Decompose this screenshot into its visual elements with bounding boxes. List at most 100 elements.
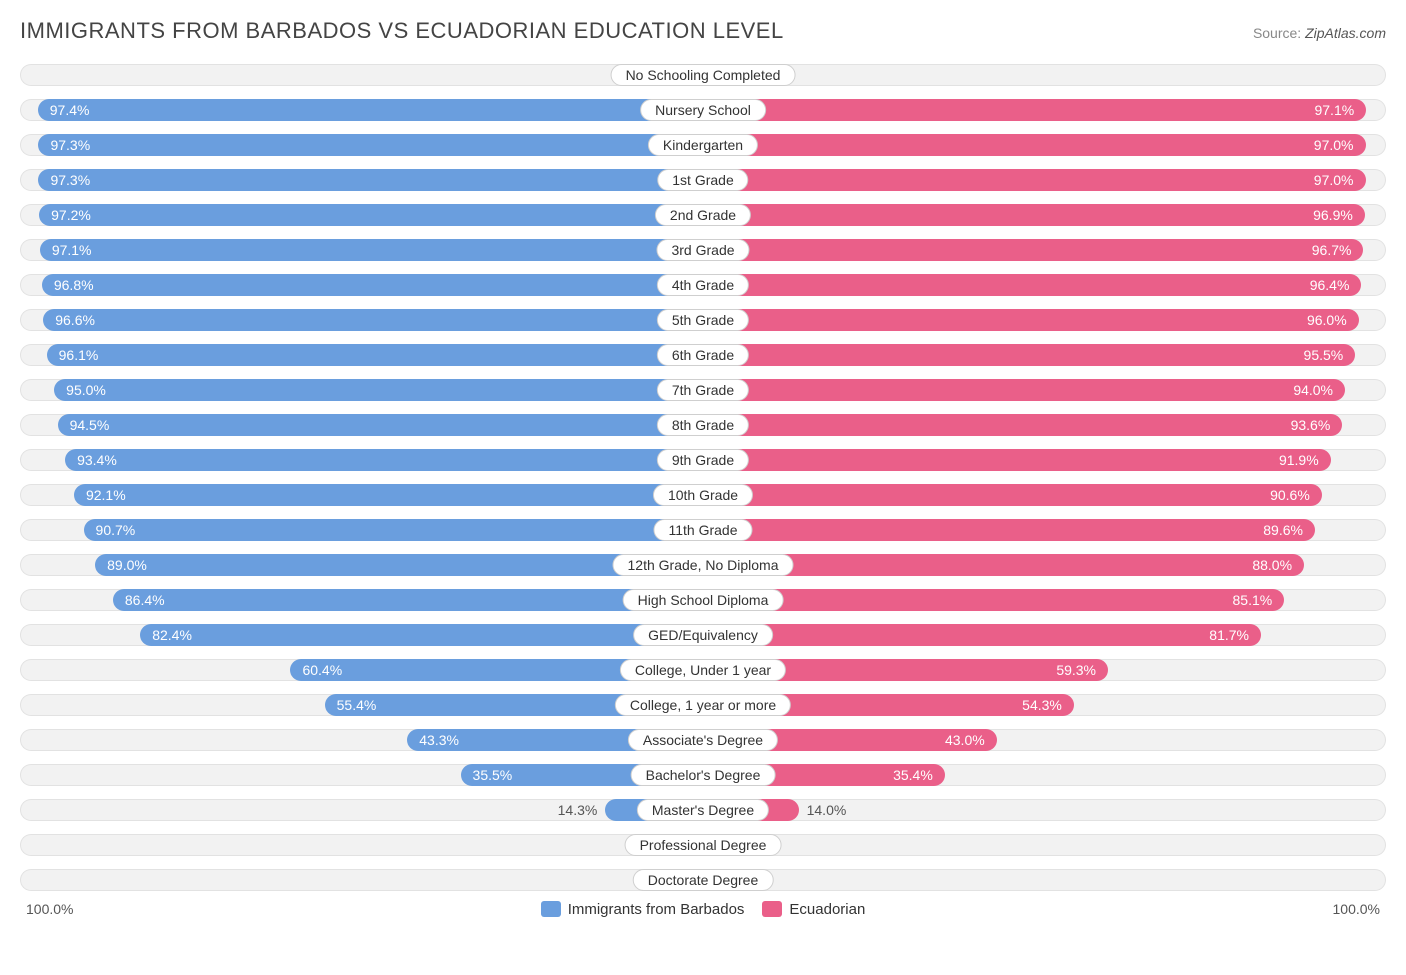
- chart-row: 97.3% 97.0% Kindergarten: [20, 132, 1386, 158]
- chart-row: 94.5%93.6%8th Grade: [20, 412, 1386, 438]
- bar-left-value: 86.4%: [125, 592, 165, 608]
- bar-left: 93.4%: [65, 449, 703, 471]
- chart-row: 97.2% 96.9%2nd Grade: [20, 202, 1386, 228]
- bar-right: 97.0%: [703, 169, 1366, 191]
- bar-left-value: 97.3%: [50, 137, 90, 153]
- chart-row: 96.8% 96.4% 4th Grade: [20, 272, 1386, 298]
- bar-left-value: 82.4%: [152, 627, 192, 643]
- axis-left-max: 100.0%: [26, 901, 73, 917]
- bar-right: 96.0%: [703, 309, 1359, 331]
- chart-row: 43.3%43.0%Associate's Degree: [20, 727, 1386, 753]
- category-pill: Nursery School: [640, 99, 766, 121]
- category-pill: 9th Grade: [657, 449, 749, 471]
- bar-left-value: 93.4%: [77, 452, 117, 468]
- chart-row: 97.1% 96.7% 3rd Grade: [20, 237, 1386, 263]
- chart-row: 89.0% 88.0% 12th Grade, No Diploma: [20, 552, 1386, 578]
- bar-left-value: 55.4%: [337, 697, 377, 713]
- bar-left: 97.2%: [39, 204, 703, 226]
- chart-row: 60.4% 59.3% College, Under 1 year: [20, 657, 1386, 683]
- bar-left-value: 60.4%: [302, 662, 342, 678]
- category-pill: 12th Grade, No Diploma: [613, 554, 794, 576]
- bar-right: 81.7%: [703, 624, 1261, 646]
- chart-row: 2.7%3.0%No Schooling Completed: [20, 62, 1386, 88]
- bar-left-value: 96.8%: [54, 277, 94, 293]
- bar-left: 82.4%: [140, 624, 703, 646]
- chart-row: 35.5%35.4%Bachelor's Degree: [20, 762, 1386, 788]
- bar-right: 91.9%: [703, 449, 1331, 471]
- legend-swatch-left: [541, 901, 561, 917]
- category-pill: Professional Degree: [625, 834, 782, 856]
- bar-right-value: 88.0%: [1252, 557, 1292, 573]
- bar-right-value: 97.0%: [1314, 137, 1354, 153]
- bar-right-value: 96.0%: [1307, 312, 1347, 328]
- bar-right: 97.1%: [703, 99, 1366, 121]
- bar-left-value: 43.3%: [419, 732, 459, 748]
- category-pill: Master's Degree: [637, 799, 769, 821]
- bar-left-value: 97.3%: [50, 172, 90, 188]
- bar-left-value: 90.7%: [96, 522, 136, 538]
- source-name: ZipAtlas.com: [1305, 25, 1386, 41]
- bar-left: 97.1%: [40, 239, 703, 261]
- bar-right-value: 97.0%: [1314, 172, 1354, 188]
- chart-row: 97.3% 97.0% 1st Grade: [20, 167, 1386, 193]
- legend-item-left: Immigrants from Barbados: [541, 901, 745, 918]
- chart-row: 86.4% 85.1%High School Diploma: [20, 587, 1386, 613]
- bar-right-value: 90.6%: [1270, 487, 1310, 503]
- category-pill: 2nd Grade: [655, 204, 751, 226]
- source-attribution: Source: ZipAtlas.com: [1253, 25, 1386, 41]
- source-label: Source:: [1253, 25, 1301, 41]
- bar-right: 90.6%: [703, 484, 1322, 506]
- bar-left: 96.8%: [42, 274, 703, 296]
- bar-left-value: 96.6%: [55, 312, 95, 328]
- bar-right: 85.1%: [703, 589, 1284, 611]
- category-pill: 6th Grade: [657, 344, 749, 366]
- bar-right: 96.9%: [703, 204, 1365, 226]
- bar-left-value: 97.4%: [50, 102, 90, 118]
- category-pill: 1st Grade: [657, 169, 748, 191]
- category-pill: College, Under 1 year: [620, 659, 786, 681]
- legend-label-right: Ecuadorian: [789, 901, 865, 918]
- bar-right-value: 93.6%: [1291, 417, 1331, 433]
- chart-row: 90.7% 89.6% 11th Grade: [20, 517, 1386, 543]
- category-pill: College, 1 year or more: [615, 694, 791, 716]
- chart-header: IMMIGRANTS FROM BARBADOS VS ECUADORIAN E…: [20, 18, 1386, 44]
- legend-item-right: Ecuadorian: [762, 901, 865, 918]
- chart-row: 55.4% 54.3% College, 1 year or more: [20, 692, 1386, 718]
- category-pill: GED/Equivalency: [633, 624, 773, 646]
- bar-left: 97.4%: [38, 99, 703, 121]
- bar-left: 96.6%: [43, 309, 703, 331]
- axis-right-max: 100.0%: [1333, 901, 1380, 917]
- bar-right-value: 14.0%: [807, 802, 847, 818]
- bar-right-value: 59.3%: [1056, 662, 1096, 678]
- category-pill: High School Diploma: [623, 589, 784, 611]
- category-pill: Associate's Degree: [628, 729, 778, 751]
- bar-right-value: 89.6%: [1263, 522, 1303, 538]
- category-pill: 5th Grade: [657, 309, 749, 331]
- bar-left-value: 92.1%: [86, 487, 126, 503]
- bar-right: 95.5%: [703, 344, 1355, 366]
- bar-right: 89.6%: [703, 519, 1315, 541]
- chart-row: 14.3% 14.0% Master's Degree: [20, 797, 1386, 823]
- category-pill: 8th Grade: [657, 414, 749, 436]
- category-pill: 11th Grade: [653, 519, 752, 541]
- bar-left-value: 97.2%: [51, 207, 91, 223]
- bar-left-value: 95.0%: [66, 382, 106, 398]
- bar-left: 95.0%: [54, 379, 703, 401]
- category-pill: 3rd Grade: [656, 239, 749, 261]
- bar-right-value: 96.7%: [1312, 242, 1352, 258]
- category-pill: 10th Grade: [653, 484, 753, 506]
- axis-and-legend-row: 100.0% Immigrants from Barbados Ecuadori…: [20, 897, 1386, 921]
- bar-right-value: 54.3%: [1022, 697, 1062, 713]
- education-diverging-bar-chart: 2.7%3.0%No Schooling Completed 97.4% 97.1%…: [20, 62, 1386, 893]
- chart-row: 3.9%3.9%Professional Degree: [20, 832, 1386, 858]
- category-pill: 4th Grade: [657, 274, 749, 296]
- category-pill: Kindergarten: [648, 134, 758, 156]
- bar-left-value: 89.0%: [107, 557, 147, 573]
- legend-label-left: Immigrants from Barbados: [568, 901, 745, 918]
- legend-swatch-right: [762, 901, 782, 917]
- bar-right-value: 96.4%: [1310, 277, 1350, 293]
- chart-row: 97.4% 97.1%Nursery School: [20, 97, 1386, 123]
- chart-row: 95.0%94.0%7th Grade: [20, 377, 1386, 403]
- chart-title: IMMIGRANTS FROM BARBADOS VS ECUADORIAN E…: [20, 18, 784, 44]
- bar-left-value: 14.3%: [558, 802, 598, 818]
